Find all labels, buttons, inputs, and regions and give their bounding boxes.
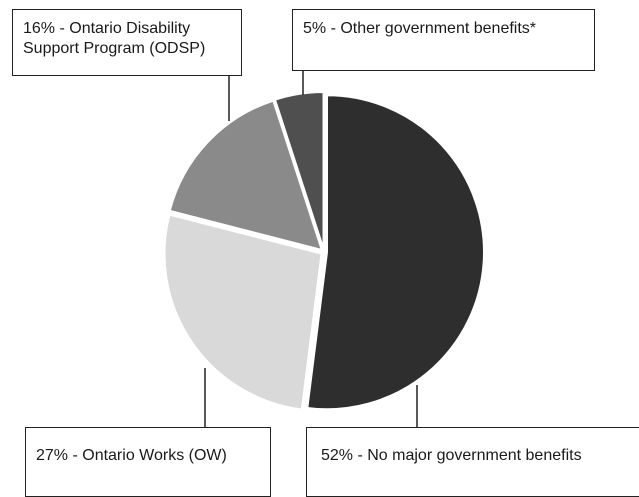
slice-label-no-benefits: 52% - No major government benefits <box>306 427 639 497</box>
slice-ow <box>163 213 323 411</box>
slice-no-benefits <box>306 94 485 411</box>
slice-odsp <box>168 99 324 252</box>
pie-slices <box>163 91 485 411</box>
slice-label-ow: 27% - Ontario Works (OW) <box>25 427 271 497</box>
slice-other <box>273 91 325 250</box>
slice-label-other: 5% - Other government benefits* <box>292 9 595 71</box>
slice-label-odsp: 16% - Ontario Disability Support Program… <box>12 9 242 76</box>
